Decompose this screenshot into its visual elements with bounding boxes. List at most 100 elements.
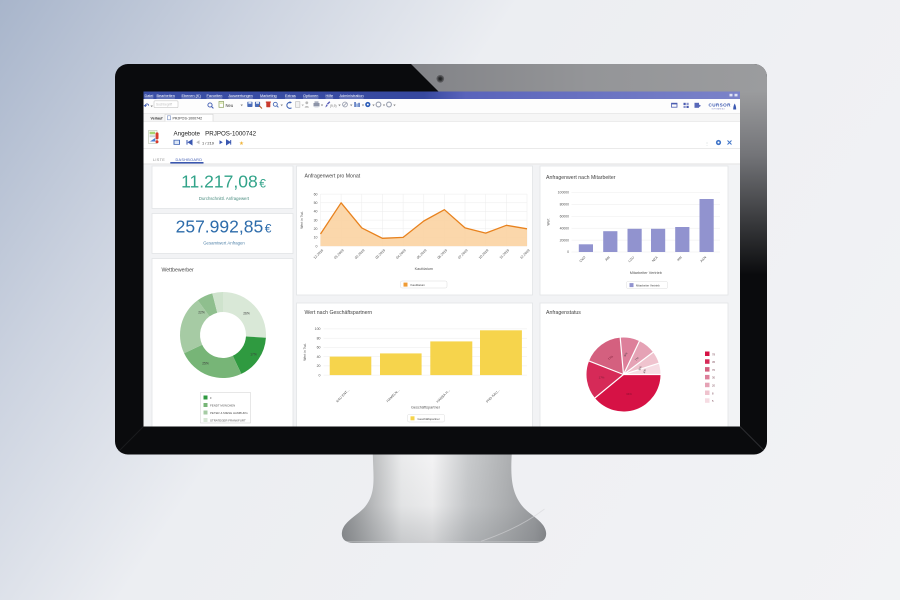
svg-text:LISTE: LISTE — [153, 158, 165, 162]
svg-text:CURSOR: CURSOR — [709, 103, 732, 108]
svg-text:40000: 40000 — [560, 226, 570, 230]
svg-text:17%: 17% — [599, 376, 605, 380]
svg-text:5: 5 — [712, 399, 714, 403]
svg-text:60000: 60000 — [560, 215, 570, 219]
svg-text:Wert: Wert — [547, 218, 551, 225]
svg-text:02.2019: 02.2019 — [354, 248, 366, 260]
svg-text:Anfragenwert pro Monat: Anfragenwert pro Monat — [305, 174, 361, 180]
svg-text:78: 78 — [712, 352, 715, 356]
svg-text:PRJPOS-1000742: PRJPOS-1000742 — [173, 116, 203, 120]
svg-text:AXN: AXN — [699, 255, 707, 263]
svg-text:⋮: ⋮ — [705, 141, 709, 146]
svg-text:Hilfe: Hilfe — [326, 94, 334, 98]
svg-text:(9,9): (9,9) — [330, 104, 337, 108]
svg-text:17%: 17% — [607, 354, 614, 361]
svg-text:4%: 4% — [642, 368, 647, 373]
svg-text:LGU: LGU — [627, 255, 635, 263]
svg-text:0: 0 — [319, 373, 321, 377]
svg-text:↶: ↶ — [143, 103, 150, 110]
svg-text:22%: 22% — [198, 311, 205, 315]
svg-text:Anfragenstatus: Anfragenstatus — [546, 310, 581, 316]
svg-text:07.2019: 07.2019 — [457, 248, 469, 260]
svg-text:SOFTWARE AG: SOFTWARE AG — [712, 108, 726, 111]
svg-text:Marketing: Marketing — [260, 94, 277, 98]
svg-text:80000: 80000 — [560, 203, 570, 207]
svg-text:Neu: Neu — [226, 103, 234, 108]
svg-text:40: 40 — [314, 210, 318, 214]
svg-text:CKD: CKD — [579, 255, 587, 263]
svg-text:03.2019: 03.2019 — [375, 248, 387, 260]
svg-text:01.2019: 01.2019 — [333, 248, 345, 260]
svg-text:Kaufdatum: Kaufdatum — [415, 267, 433, 271]
svg-text:Kaufdatum: Kaufdatum — [411, 283, 426, 287]
svg-text:Ebenen (K): Ebenen (K) — [182, 94, 202, 98]
svg-text:Verlauf: Verlauf — [151, 116, 164, 120]
svg-text:60: 60 — [314, 192, 318, 196]
svg-text:8: 8 — [712, 391, 714, 395]
svg-text:NZA: NZA — [651, 255, 659, 263]
svg-text:Geschäftspartner: Geschäftspartner — [411, 406, 441, 410]
svg-text:Datei: Datei — [145, 94, 154, 98]
svg-text:12.2018: 12.2018 — [313, 248, 325, 260]
svg-text:257.992,85€: 257.992,85 € — [176, 217, 272, 237]
svg-text:60: 60 — [317, 346, 321, 350]
svg-text:70: 70 — [712, 368, 715, 372]
svg-text:Extras: Extras — [285, 94, 296, 98]
svg-text:Angebote PRJPOS-1000742: Angebote PRJPOS-1000742 — [174, 131, 257, 138]
svg-text:Suchbegriff: Suchbegriff — [156, 103, 172, 107]
svg-text:10: 10 — [314, 236, 318, 240]
svg-text:26%: 26% — [243, 312, 250, 316]
svg-text:100000: 100000 — [558, 191, 569, 195]
svg-text:11.217,08€: 11.217,08 € — [181, 172, 266, 192]
svg-text:05.2019: 05.2019 — [416, 248, 428, 260]
svg-text:20: 20 — [314, 227, 318, 231]
svg-text:11.2019: 11.2019 — [499, 248, 510, 259]
svg-text:KW: KW — [676, 255, 683, 262]
svg-text:34%: 34% — [626, 392, 632, 396]
svg-text:Wert in Tsd.: Wert in Tsd. — [303, 343, 307, 360]
svg-text:20: 20 — [712, 384, 715, 388]
svg-text:80: 80 — [317, 336, 321, 340]
svg-text:06.2019: 06.2019 — [437, 248, 449, 260]
svg-text:6%: 6% — [637, 365, 642, 371]
svg-text:7%: 7% — [634, 356, 640, 362]
svg-text:Mitarbeiter Vertrieb: Mitarbeiter Vertrieb — [630, 271, 662, 275]
svg-text:30: 30 — [712, 376, 715, 380]
svg-text:Administration: Administration — [340, 94, 364, 98]
svg-text:Auswertungen: Auswertungen — [229, 94, 253, 98]
svg-text:9%: 9% — [623, 351, 629, 357]
svg-text:17%: 17% — [250, 353, 257, 357]
svg-text:★: ★ — [239, 140, 244, 147]
svg-text:50: 50 — [314, 201, 318, 205]
svg-text:Anfragenwert nach Mitarbeiter: Anfragenwert nach Mitarbeiter — [546, 175, 616, 181]
svg-text:0: 0 — [567, 250, 569, 254]
svg-text:AW: AW — [604, 255, 611, 262]
svg-text:Wert in Tsd.: Wert in Tsd. — [300, 211, 304, 228]
svg-text:10.2019: 10.2019 — [478, 248, 490, 260]
svg-text:PETER & MIESE HAMBURG: PETER & MIESE HAMBURG — [210, 411, 248, 415]
svg-text:20000: 20000 — [560, 238, 570, 242]
svg-text:DASHBOARD: DASHBOARD — [176, 158, 203, 162]
svg-text:40: 40 — [317, 355, 321, 359]
svg-text:Gesamtwert Anfragen: Gesamtwert Anfragen — [203, 241, 245, 246]
svg-text:1 / 219: 1 / 219 — [202, 140, 214, 145]
svg-text:12.2019: 12.2019 — [519, 248, 531, 260]
svg-text:FENDT MÜNCHEN: FENDT MÜNCHEN — [210, 403, 235, 407]
svg-text:Wettbewerber: Wettbewerber — [162, 268, 194, 274]
svg-text:Bearbeiten: Bearbeiten — [157, 94, 175, 98]
svg-text:Geschäftspartner: Geschäftspartner — [418, 417, 440, 421]
svg-text:Wert nach Geschäftspartnern: Wert nach Geschäftspartnern — [305, 310, 373, 316]
svg-text:25%: 25% — [202, 362, 209, 366]
svg-text:30: 30 — [314, 218, 318, 222]
svg-text:20: 20 — [317, 364, 321, 368]
svg-text:Durchschnittl. Anfragewert: Durchschnittl. Anfragewert — [199, 196, 250, 201]
svg-text:Favoriten: Favoriten — [207, 94, 223, 98]
svg-text:F: F — [210, 396, 212, 400]
svg-text:Mitarbeiter Vertrieb: Mitarbeiter Vertrieb — [636, 284, 660, 288]
svg-text:STRATEGER FRANKFURT: STRATEGER FRANKFURT — [210, 418, 246, 422]
svg-text:Optionen: Optionen — [303, 94, 318, 98]
svg-text:0: 0 — [316, 244, 318, 248]
svg-text:04.2019: 04.2019 — [395, 248, 407, 260]
svg-text:100: 100 — [315, 327, 321, 331]
svg-text:45: 45 — [712, 360, 715, 364]
